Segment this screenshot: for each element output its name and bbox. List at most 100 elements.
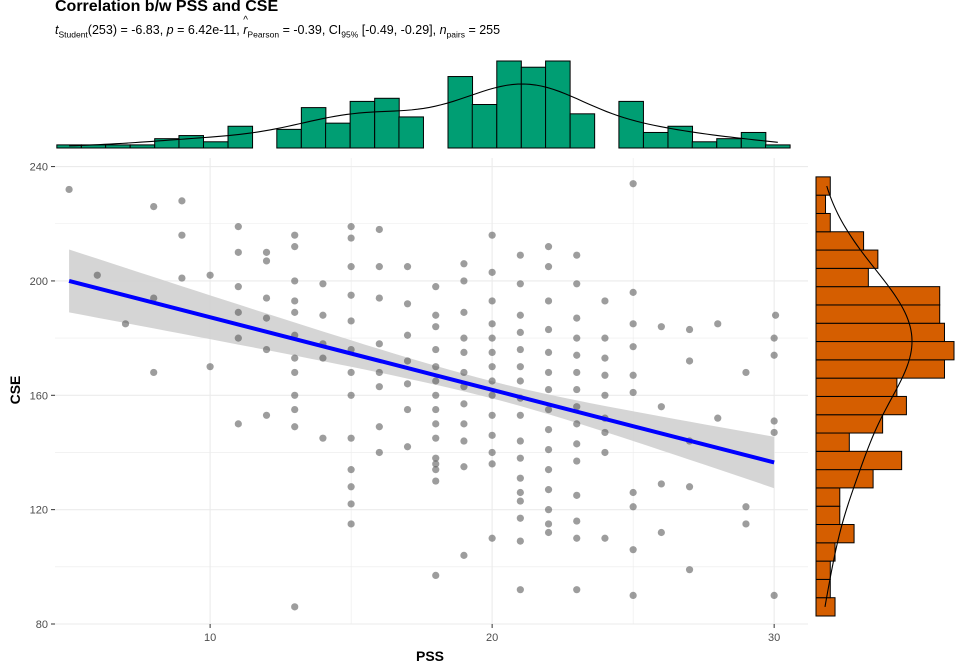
histogram-bar (815, 359, 945, 379)
data-point (573, 314, 581, 322)
data-point (629, 591, 637, 600)
data-point (573, 534, 581, 542)
data-point (488, 534, 496, 542)
histogram-bar (202, 141, 229, 149)
data-point (601, 371, 609, 379)
histogram-bar (815, 194, 827, 214)
data-point (432, 454, 440, 462)
data-point (291, 243, 299, 251)
regression-line (68, 278, 775, 465)
density-curve (69, 83, 778, 147)
data-point (629, 180, 637, 188)
data-point (291, 308, 299, 316)
histogram-bar (471, 104, 498, 149)
regression-line-path (68, 278, 775, 465)
data-point (262, 248, 271, 256)
histogram-bar (276, 128, 302, 149)
data-point (234, 283, 242, 291)
histogram-bar (716, 138, 742, 149)
data-point (714, 320, 722, 328)
data-point (432, 477, 440, 485)
data-point (460, 277, 468, 285)
data-point (544, 425, 553, 434)
data-point (516, 497, 524, 505)
histogram-bar (815, 231, 865, 251)
data-point (516, 514, 524, 522)
data-point (573, 586, 581, 594)
data-point (319, 311, 327, 319)
histogram-bar (667, 125, 694, 149)
data-point (516, 251, 524, 259)
data-point (657, 480, 665, 488)
data-point (544, 243, 553, 251)
histogram-bar (105, 144, 131, 149)
data-point (347, 368, 355, 377)
grid-lines (55, 158, 808, 625)
data-point (432, 460, 440, 468)
data-point (488, 334, 496, 342)
data-point (347, 234, 355, 242)
data-point (403, 443, 412, 451)
data-point (234, 420, 242, 428)
histogram-bar (815, 414, 884, 434)
data-point (601, 297, 609, 305)
data-point (488, 411, 496, 419)
data-point (432, 420, 440, 428)
data-point (375, 263, 383, 271)
data-point (347, 317, 355, 325)
data-point (685, 483, 694, 491)
data-point (488, 231, 496, 239)
histogram-bar (398, 116, 424, 149)
data-point (488, 377, 496, 385)
data-point (573, 440, 581, 448)
data-point (601, 534, 609, 542)
histogram-bar (642, 131, 669, 149)
data-point (629, 288, 637, 296)
data-point (432, 311, 440, 319)
data-point (516, 311, 524, 319)
y-axis-label: CSE (7, 376, 23, 405)
histogram-bar (815, 341, 955, 361)
data-point (573, 491, 581, 499)
data-point (460, 348, 468, 357)
data-point (347, 291, 355, 299)
data-point (460, 463, 468, 471)
data-point (206, 271, 214, 279)
data-point (488, 348, 496, 357)
data-point (685, 325, 694, 334)
histogram-bar (691, 141, 718, 149)
data-point (516, 328, 524, 336)
histogram-bar (815, 377, 898, 397)
data-point (291, 368, 299, 377)
data-point (432, 363, 440, 371)
data-point (544, 297, 553, 305)
histogram-bar (227, 125, 254, 149)
histogram-bar (129, 144, 156, 149)
data-point (403, 263, 412, 271)
data-point (347, 263, 355, 271)
data-point (516, 454, 524, 462)
data-point (375, 225, 383, 234)
histogram-bar (496, 60, 522, 149)
data-point (516, 411, 524, 419)
data-point (516, 488, 524, 497)
y-tick-label: 200 (30, 276, 48, 288)
data-point (150, 294, 158, 302)
data-point (544, 486, 553, 494)
data-point (516, 586, 524, 594)
data-point (262, 411, 271, 419)
data-point (629, 320, 637, 328)
data-point (544, 325, 553, 334)
data-point (742, 520, 750, 528)
data-point (375, 340, 383, 348)
data-point (403, 380, 412, 388)
data-point (544, 368, 553, 377)
histogram-bar (815, 432, 850, 452)
data-point (516, 363, 524, 371)
data-point (375, 383, 383, 391)
data-point (573, 457, 581, 465)
data-point (347, 520, 355, 528)
histogram-bar (325, 122, 351, 149)
histogram-bar (815, 322, 945, 343)
density-curve (824, 185, 913, 607)
